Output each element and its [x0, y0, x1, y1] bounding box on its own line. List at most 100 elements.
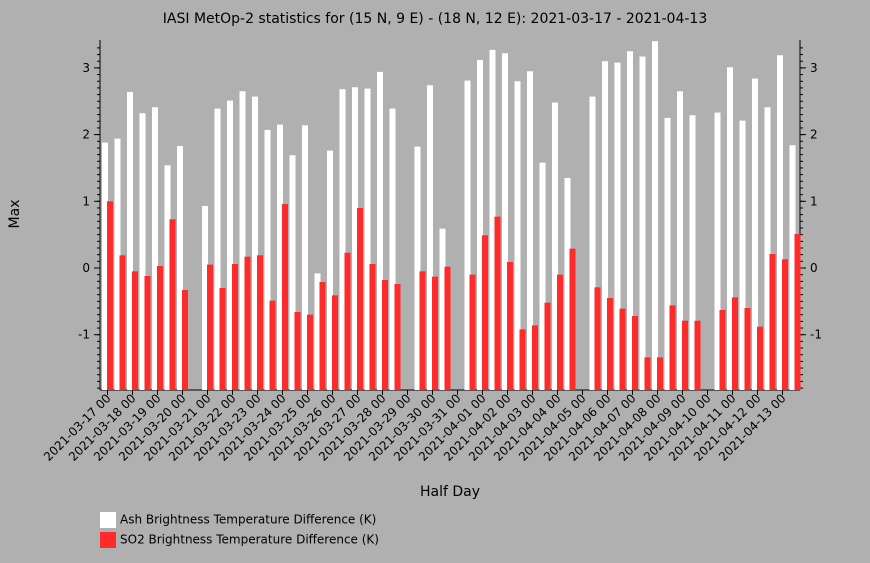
so2-bar	[144, 276, 151, 390]
y-tick-label-left: 1	[82, 194, 90, 208]
ash-bar	[364, 88, 371, 391]
ash-bar	[714, 112, 721, 391]
so2-bar	[644, 357, 651, 390]
ash-bar	[677, 91, 683, 391]
so2-bar	[307, 314, 313, 390]
y-tick-label-left: 2	[82, 128, 90, 142]
ash-bar	[352, 87, 358, 391]
ash-bar	[202, 205, 208, 390]
ash-bar	[377, 71, 383, 390]
ash-bar	[264, 129, 271, 390]
so2-bar	[119, 255, 126, 390]
ash-bar	[627, 51, 633, 390]
ash-bar	[102, 142, 108, 390]
legend-label-so2: SO2 Brightness Temperature Difference (K…	[120, 532, 379, 547]
so2-bar	[344, 252, 351, 390]
ash-bar	[764, 107, 771, 391]
ash-bar	[414, 146, 421, 390]
so2-bar	[569, 248, 576, 390]
so2-bar	[619, 308, 626, 390]
so2-bar	[782, 259, 788, 390]
ash-bar	[564, 177, 571, 390]
so2-bar	[319, 282, 326, 390]
so2-bar	[157, 265, 163, 390]
ash-bar	[614, 62, 621, 391]
ash-bar	[777, 55, 783, 391]
so2-bar	[369, 263, 376, 390]
so2-bar	[769, 253, 776, 390]
ash-bar	[177, 145, 183, 390]
ash-bar	[664, 117, 671, 391]
y-tick-label-right: 3	[810, 61, 818, 75]
ash-bar	[789, 145, 796, 390]
so2-bar	[682, 320, 688, 390]
ash-bar	[327, 150, 333, 390]
so2-bar	[657, 357, 663, 390]
so2-bar	[482, 235, 488, 390]
y-tick-label-left: 0	[82, 261, 90, 275]
y-tick-label-right: 1	[810, 194, 818, 208]
so2-bar	[382, 280, 388, 390]
chart-title: IASI MetOp-2 statistics for (15 N, 9 E) …	[163, 11, 707, 27]
ash-bar	[277, 124, 283, 390]
ash-bar	[139, 113, 146, 391]
ash-bar	[427, 85, 433, 390]
y-tick-label-right: 2	[810, 128, 818, 142]
ash-bar	[602, 61, 608, 390]
ash-bar	[502, 53, 508, 390]
so2-bar	[294, 312, 301, 390]
so2-bar	[607, 298, 613, 390]
y-tick-label-left: 3	[82, 61, 90, 75]
so2-bar	[419, 271, 426, 390]
ash-bar	[652, 41, 658, 390]
ash-bar	[114, 138, 121, 390]
legend-item-ash: Ash Brightness Temperature Difference (K…	[100, 512, 379, 532]
so2-bar	[232, 263, 238, 390]
so2-bar	[732, 297, 738, 390]
ash-bar	[514, 81, 521, 391]
so2-bar	[107, 201, 113, 390]
so2-bar	[494, 216, 501, 390]
ash-bar	[289, 155, 296, 390]
so2-bar	[394, 284, 401, 390]
so2-bar	[219, 288, 226, 390]
ash-bar	[152, 107, 158, 391]
legend-swatch-ash	[100, 512, 116, 528]
ash-bar	[302, 125, 308, 391]
ash-bar	[214, 108, 221, 390]
so2-bar	[694, 320, 701, 390]
so2-bar	[757, 326, 763, 390]
ash-bar	[314, 273, 321, 390]
x-axis-label: Half Day	[420, 484, 480, 500]
ash-bar	[489, 49, 496, 391]
so2-bar	[269, 300, 276, 390]
ash-bar	[589, 96, 596, 391]
ash-bar	[339, 89, 346, 390]
ash-bar	[539, 162, 546, 390]
legend-item-so2: SO2 Brightness Temperature Difference (K…	[100, 532, 379, 552]
so2-bar	[532, 325, 538, 390]
legend-swatch-so2	[100, 532, 116, 548]
so2-bar	[282, 203, 288, 390]
so2-bar	[519, 329, 526, 390]
so2-bar	[469, 274, 476, 390]
legend: Ash Brightness Temperature Difference (K…	[100, 512, 379, 552]
so2-bar	[169, 219, 176, 390]
ash-bar	[639, 56, 646, 390]
y-tick-label-right: 0	[810, 261, 818, 275]
ash-bar	[689, 115, 696, 390]
ash-bar	[552, 102, 558, 391]
ash-bar	[227, 100, 233, 390]
ash-bar	[439, 228, 446, 390]
so2-bar	[507, 261, 513, 390]
y-axis-label: Max	[7, 200, 23, 229]
ash-bar	[527, 71, 533, 391]
y-tick-label-right: -1	[810, 328, 822, 342]
so2-bar	[557, 274, 563, 390]
ash-bar	[127, 91, 133, 391]
legend-label-ash: Ash Brightness Temperature Difference (K…	[120, 512, 377, 527]
so2-bar	[257, 255, 263, 390]
so2-bar	[444, 266, 451, 390]
so2-bar	[544, 302, 551, 390]
